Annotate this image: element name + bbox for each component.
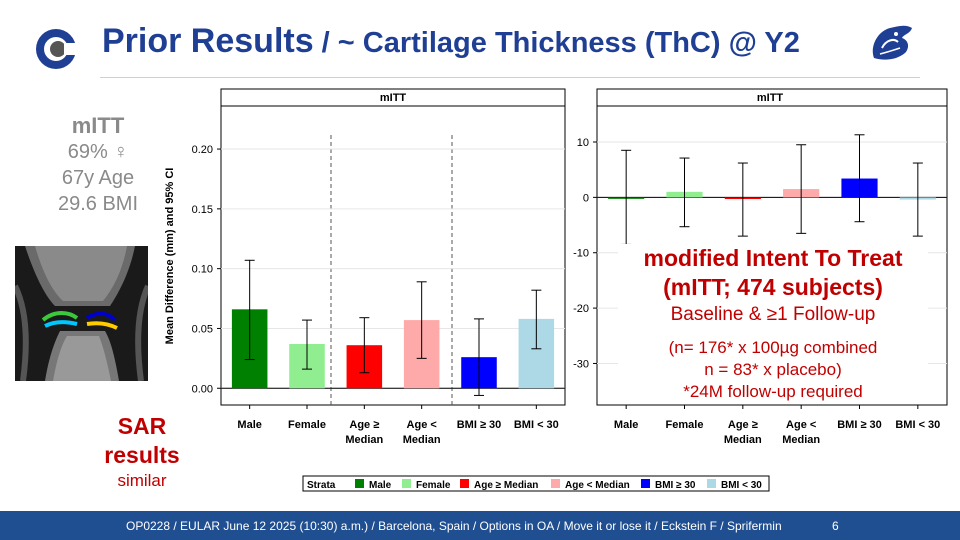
mitt-line-2: (mITT; 474 subjects) bbox=[663, 274, 883, 300]
y-tick-label: -10 bbox=[573, 248, 589, 260]
chart-legend: Strata Male Female Age ≥ Median Age < Median… bbox=[302, 475, 770, 492]
y-tick-label: -20 bbox=[573, 303, 589, 315]
x-tick-label: BMI < 30 bbox=[514, 419, 559, 431]
y-tick-label: 10 bbox=[577, 137, 589, 149]
legend-label: BMI ≥ 30 bbox=[655, 480, 696, 491]
stats-heading: mITT bbox=[71, 113, 125, 138]
x-tick-label: Female bbox=[288, 419, 326, 431]
legend-swatch bbox=[355, 479, 364, 488]
x-tick-label: Median bbox=[403, 434, 441, 446]
chart-1-title: mITT bbox=[380, 92, 407, 104]
x-tick-label: Female bbox=[666, 419, 704, 431]
x-tick-label: Age ≥ bbox=[349, 419, 379, 431]
legend-swatch bbox=[707, 479, 716, 488]
stats-female: 69% ♀ bbox=[67, 141, 129, 163]
chart-2-title: mITT bbox=[757, 92, 784, 104]
legend-swatch bbox=[460, 479, 469, 488]
y-tick-label: 0.00 bbox=[192, 383, 213, 395]
x-tick-label: BMI < 30 bbox=[895, 419, 940, 431]
x-tick-label: Median bbox=[345, 434, 383, 446]
x-tick-label: BMI ≥ 30 bbox=[837, 419, 882, 431]
y-tick-label: -30 bbox=[573, 358, 589, 370]
page-number: 6 bbox=[832, 519, 839, 533]
legend-title: Strata bbox=[307, 480, 336, 491]
legend-label: Female bbox=[416, 480, 451, 491]
chart-1-y-axis-label: Mean Difference (mm) and 95% CI bbox=[164, 168, 176, 345]
x-tick-label: Age ≥ bbox=[728, 419, 758, 431]
footer-text: OP0228 / EULAR June 12 2025 (10:30) a.m.… bbox=[126, 519, 782, 533]
y-tick-label: 0.05 bbox=[192, 323, 213, 335]
title-divider bbox=[100, 77, 920, 78]
legend-label: Male bbox=[369, 480, 392, 491]
mitt-line-4: (n= 176* x 100µg combined bbox=[668, 338, 878, 357]
sar-note: SAR results similar bbox=[90, 412, 194, 491]
title-main: Prior Results bbox=[102, 22, 314, 60]
sar-line-2: results bbox=[104, 442, 180, 468]
chart-1-plot-area bbox=[220, 105, 566, 406]
y-tick-label: 0 bbox=[583, 192, 589, 204]
x-tick-label: Male bbox=[614, 419, 638, 431]
company-logo-icon bbox=[36, 29, 78, 69]
mitt-line-1: modified Intent To Treat bbox=[643, 245, 903, 271]
y-tick-label: 0.10 bbox=[192, 264, 213, 276]
x-tick-label: Age < bbox=[786, 419, 816, 431]
legend-label: Age ≥ Median bbox=[474, 480, 538, 491]
footer-bar: OP0228 / EULAR June 12 2025 (10:30) a.m.… bbox=[0, 511, 960, 540]
page-title: Prior Results / ~ Cartilage Thickness (T… bbox=[102, 22, 800, 61]
legend-frame bbox=[302, 475, 770, 492]
sar-line-3: similar bbox=[117, 471, 167, 490]
x-tick-label: Median bbox=[782, 434, 820, 446]
legend-swatch bbox=[641, 479, 650, 488]
legend-label: BMI < 30 bbox=[721, 480, 762, 491]
y-tick-label: 0.15 bbox=[192, 204, 213, 216]
stats-bmi: 29.6 BMI bbox=[57, 193, 139, 215]
legend-label: Age < Median bbox=[565, 480, 630, 491]
y-tick-label: 0.20 bbox=[192, 144, 213, 156]
knee-mri-image bbox=[15, 246, 148, 381]
university-mascot-icon bbox=[872, 25, 912, 60]
mitt-line-5: n = 83* x placebo) bbox=[704, 360, 842, 379]
population-stats: mITT 69% ♀ 67y Age 29.6 BMI bbox=[18, 113, 178, 217]
x-tick-label: Median bbox=[724, 434, 762, 446]
sar-line-1: SAR bbox=[117, 413, 167, 439]
chart-1: mITT Mean Difference (mm) and 95% CI 0.0… bbox=[164, 88, 566, 446]
x-tick-label: Age < bbox=[407, 419, 437, 431]
mitt-line-3: Baseline & ≥1 Follow-up bbox=[670, 304, 876, 325]
legend-swatch bbox=[402, 479, 411, 488]
mitt-line-6: *24M follow-up required bbox=[683, 382, 863, 401]
mitt-description: modified Intent To Treat (mITT; 474 subj… bbox=[618, 244, 928, 403]
title-sub: / ~ Cartilage Thickness (ThC) @ Y2 bbox=[313, 27, 800, 59]
stats-age: 67y Age bbox=[61, 167, 135, 189]
legend-swatch bbox=[551, 479, 560, 488]
x-tick-label: BMI ≥ 30 bbox=[457, 419, 502, 431]
x-tick-label: Male bbox=[237, 419, 261, 431]
